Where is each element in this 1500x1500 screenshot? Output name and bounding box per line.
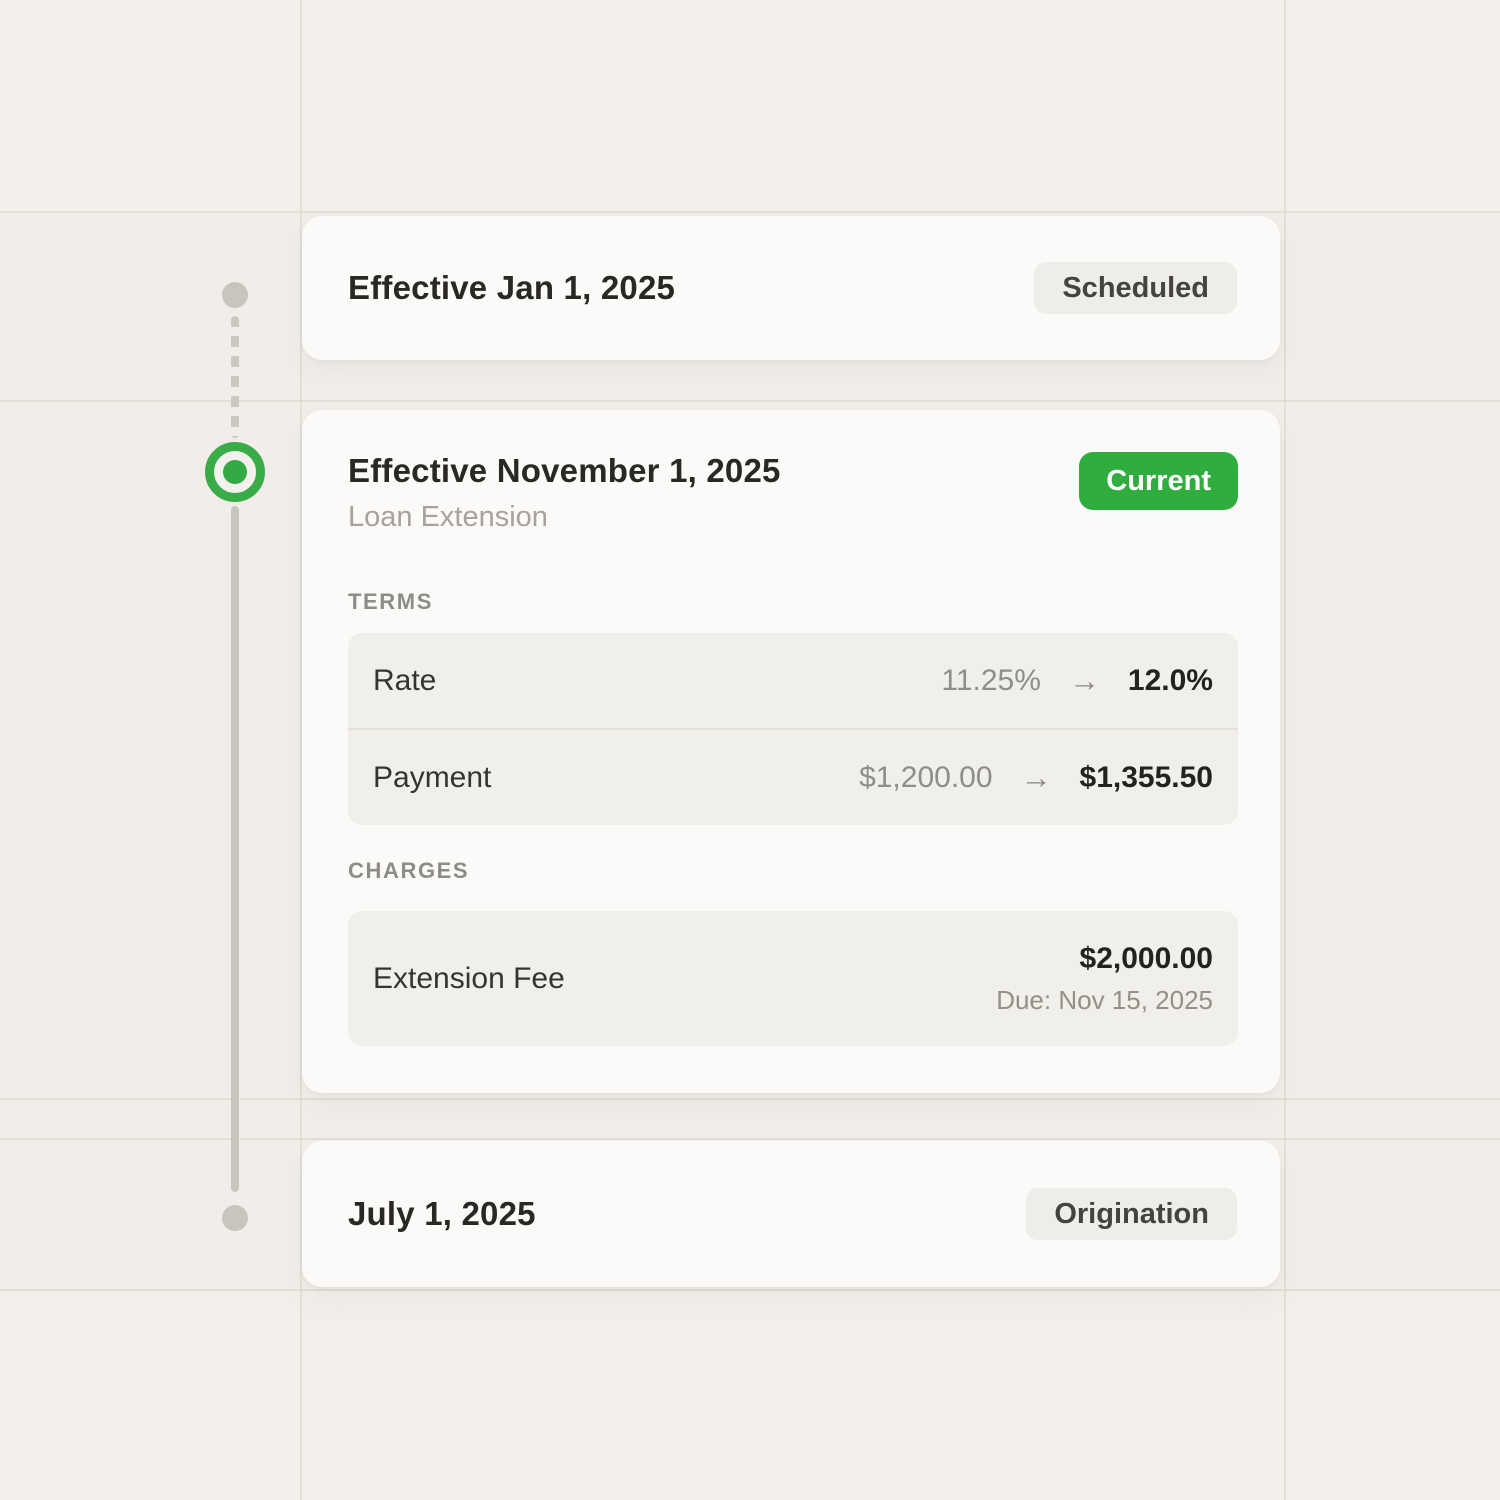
payment-old-value: $1,200.00 xyxy=(859,760,993,794)
current-card-title-block: Effective November 1, 2025 Loan Extensio… xyxy=(348,452,781,534)
origination-card-title: July 1, 2025 xyxy=(348,1195,536,1232)
term-row-values: 11.25% → 12.0% xyxy=(941,663,1213,699)
charge-label: Extension Fee xyxy=(373,961,565,995)
current-card-header: Effective November 1, 2025 Loan Extensio… xyxy=(348,452,1238,534)
grid-line-horizontal-4 xyxy=(0,1138,1500,1140)
term-row-label: Rate xyxy=(373,663,437,697)
change-arrow-icon: → xyxy=(1068,662,1100,698)
timeline-current-inner-dot-icon xyxy=(223,460,247,484)
scheduled-status-badge: Scheduled xyxy=(1034,262,1237,314)
charge-due-date: Due: Nov 15, 2025 xyxy=(996,984,1213,1015)
current-change-card[interactable]: Effective November 1, 2025 Loan Extensio… xyxy=(302,410,1280,1093)
timeline-solid-connector xyxy=(231,506,239,1192)
term-row-rate: Rate 11.25% → 12.0% xyxy=(348,633,1238,728)
grid-line-vertical-left xyxy=(300,0,302,1500)
payment-new-value: $1,355.50 xyxy=(1079,760,1213,794)
rate-new-value: 12.0% xyxy=(1127,663,1213,697)
change-arrow-icon: → xyxy=(1020,759,1052,795)
rate-old-value: 11.25% xyxy=(941,663,1041,697)
charge-amount: $2,000.00 xyxy=(1079,941,1213,975)
grid-line-horizontal-3 xyxy=(0,1098,1500,1100)
term-row-label: Payment xyxy=(373,760,492,794)
timeline-dot-scheduled-icon xyxy=(222,282,248,308)
terms-rows-group: Rate 11.25% → 12.0% Payment $1,200.00 → … xyxy=(348,633,1238,825)
grid-line-horizontal-5 xyxy=(0,1289,1500,1291)
scheduled-change-card[interactable]: Effective Jan 1, 2025 Scheduled xyxy=(302,216,1280,360)
term-row-values: $1,200.00 → $1,355.50 xyxy=(859,760,1213,796)
background-band-bottom xyxy=(0,1290,1500,1500)
background-band-top xyxy=(0,0,1500,212)
current-card-title: Effective November 1, 2025 xyxy=(348,452,781,489)
charge-amount-block: $2,000.00 Due: Nov 15, 2025 xyxy=(996,942,1213,1016)
grid-line-horizontal-2 xyxy=(0,400,1500,402)
grid-line-horizontal-1 xyxy=(0,211,1500,213)
timeline-current-marker-icon xyxy=(205,442,265,502)
current-card-subtitle: Loan Extension xyxy=(348,501,548,533)
terms-section-label: TERMS xyxy=(348,589,433,614)
current-status-badge: Current xyxy=(1079,452,1238,510)
timeline-dot-origination-icon xyxy=(222,1205,248,1231)
charge-row-extension-fee: Extension Fee $2,000.00 Due: Nov 15, 202… xyxy=(348,911,1238,1046)
scheduled-card-title: Effective Jan 1, 2025 xyxy=(348,269,676,306)
timeline-dashed-connector xyxy=(231,316,239,438)
term-row-payment: Payment $1,200.00 → $1,355.50 xyxy=(348,728,1238,825)
origination-status-badge: Origination xyxy=(1026,1188,1237,1240)
charges-section-label: CHARGES xyxy=(348,858,470,883)
origination-card[interactable]: July 1, 2025 Origination xyxy=(302,1141,1280,1287)
grid-line-vertical-right xyxy=(1284,0,1286,1500)
